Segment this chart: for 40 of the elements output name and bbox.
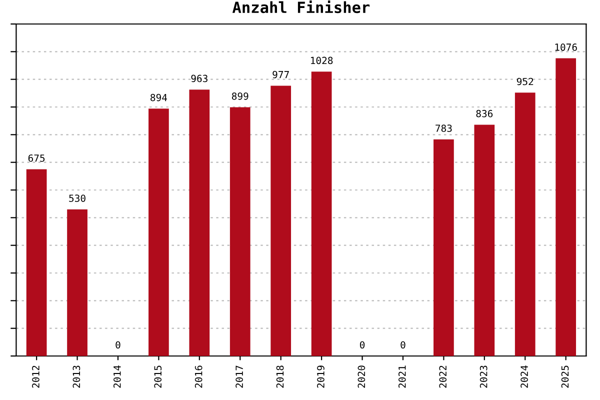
data-label: 899 [232, 92, 248, 100]
x-tick-label: 2014 [113, 365, 121, 388]
bar [26, 169, 47, 356]
bar [189, 90, 210, 356]
x-tick-label: 2013 [72, 366, 80, 388]
x-tick-label: 2018 [276, 366, 284, 388]
bar [311, 72, 332, 356]
data-label: 952 [516, 78, 534, 86]
bar [556, 58, 576, 356]
data-label: 1076 [555, 44, 577, 51]
data-label: 0 [116, 341, 120, 349]
x-tick-label: 2019 [317, 366, 324, 388]
bar [148, 108, 169, 356]
data-label: 530 [69, 194, 86, 202]
data-label: 963 [191, 74, 208, 82]
data-label: 977 [272, 70, 289, 78]
x-tick-label: 2023 [480, 366, 488, 388]
data-label: 894 [150, 94, 168, 102]
x-tick-label: 2020 [358, 366, 366, 388]
x-tick-label: 2017 [236, 366, 243, 388]
bar [270, 86, 292, 356]
bar [434, 139, 454, 356]
bar [230, 107, 250, 356]
bar [514, 92, 536, 356]
x-tick-label: 2016 [194, 366, 202, 388]
bar [474, 124, 495, 356]
data-label: 836 [476, 110, 493, 118]
data-label: 0 [360, 341, 365, 349]
data-label: 0 [400, 341, 406, 349]
x-tick-label: 2015 [154, 366, 162, 388]
x-tick-label: 2021 [398, 366, 406, 388]
data-label: 783 [436, 124, 452, 132]
bar [67, 209, 88, 356]
x-tick-label: 2024 [520, 365, 528, 388]
data-label: 1028 [311, 56, 333, 64]
x-tick-label: 2012 [32, 366, 40, 388]
data-label: 675 [28, 154, 45, 162]
chart-title: Anzahl Finisher [232, 0, 370, 14]
x-tick-label: 2022 [439, 366, 447, 388]
x-tick-label: 2025 [561, 366, 569, 388]
